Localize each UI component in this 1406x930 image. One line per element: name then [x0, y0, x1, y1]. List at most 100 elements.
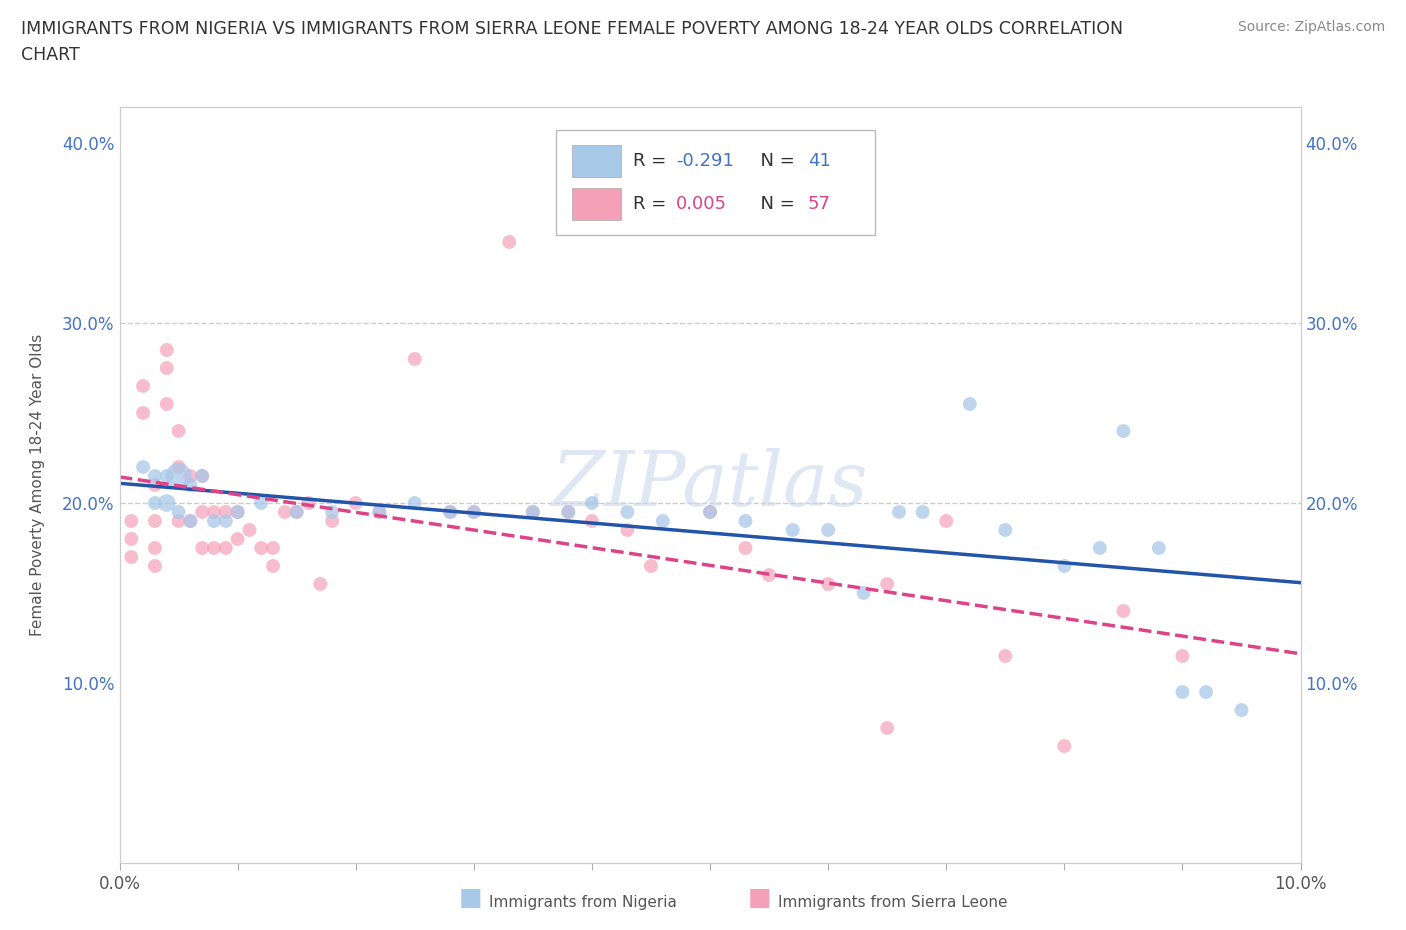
Point — [734, 513, 756, 528]
Point — [321, 505, 343, 520]
Point — [887, 505, 910, 520]
Point — [143, 469, 166, 484]
Point — [132, 405, 155, 420]
Y-axis label: Female Poverty Among 18-24 Year Olds: Female Poverty Among 18-24 Year Olds — [31, 334, 45, 636]
Point — [202, 505, 225, 520]
Point — [179, 513, 201, 528]
Point — [994, 648, 1017, 663]
Point — [581, 513, 603, 528]
Point — [143, 513, 166, 528]
Text: R =: R = — [633, 152, 672, 170]
Point — [734, 540, 756, 555]
Point — [156, 496, 179, 511]
Point — [262, 559, 284, 574]
Point — [191, 469, 214, 484]
Text: Immigrants from Sierra Leone: Immigrants from Sierra Leone — [778, 895, 1007, 910]
Point — [226, 505, 249, 520]
Text: Immigrants from Nigeria: Immigrants from Nigeria — [489, 895, 678, 910]
Point — [959, 396, 981, 411]
Point — [1112, 604, 1135, 618]
Text: 57: 57 — [808, 195, 831, 213]
Text: -0.291: -0.291 — [676, 152, 734, 170]
Text: 0.005: 0.005 — [676, 195, 727, 213]
Point — [226, 505, 249, 520]
Point — [226, 532, 249, 547]
Point — [238, 523, 260, 538]
Point — [1147, 540, 1170, 555]
Point — [651, 513, 673, 528]
Point — [120, 550, 142, 565]
Point — [581, 496, 603, 511]
Point — [167, 459, 190, 474]
Point — [522, 505, 544, 520]
Text: Source: ZipAtlas.com: Source: ZipAtlas.com — [1237, 20, 1385, 34]
Point — [179, 513, 201, 528]
Point — [616, 523, 638, 538]
Point — [1230, 702, 1253, 717]
Point — [852, 586, 875, 601]
Point — [699, 505, 721, 520]
Point — [132, 459, 155, 474]
Point — [1088, 540, 1111, 555]
Point — [215, 505, 238, 520]
Point — [202, 540, 225, 555]
Point — [120, 532, 142, 547]
Point — [1053, 559, 1076, 574]
Point — [202, 513, 225, 528]
Point — [758, 567, 780, 582]
Point — [156, 342, 179, 357]
Point — [167, 513, 190, 528]
Point — [404, 496, 426, 511]
Point — [191, 505, 214, 520]
Point — [404, 352, 426, 366]
Point — [935, 513, 957, 528]
Point — [522, 505, 544, 520]
Point — [215, 513, 238, 528]
Point — [344, 496, 367, 511]
Point — [309, 577, 332, 591]
Point — [191, 469, 214, 484]
Point — [463, 505, 485, 520]
Point — [156, 361, 179, 376]
Point — [1195, 684, 1218, 699]
Point — [285, 505, 308, 520]
Point — [132, 379, 155, 393]
Point — [616, 505, 638, 520]
Point — [156, 469, 179, 484]
FancyBboxPatch shape — [572, 145, 621, 177]
Point — [439, 505, 461, 520]
Point — [179, 478, 201, 493]
Point — [321, 513, 343, 528]
Point — [876, 721, 898, 736]
Point — [167, 469, 190, 484]
Point — [262, 540, 284, 555]
Text: CHART: CHART — [21, 46, 80, 64]
Text: ■: ■ — [460, 885, 482, 910]
Point — [167, 505, 190, 520]
Point — [463, 505, 485, 520]
Point — [120, 513, 142, 528]
Point — [439, 505, 461, 520]
Text: R =: R = — [633, 195, 672, 213]
Point — [782, 523, 804, 538]
Point — [1053, 738, 1076, 753]
Point — [274, 505, 297, 520]
Point — [143, 540, 166, 555]
Text: ■: ■ — [748, 885, 770, 910]
Point — [167, 423, 190, 438]
Text: ZIPatlas: ZIPatlas — [551, 448, 869, 522]
Point — [498, 234, 520, 249]
Point — [557, 505, 579, 520]
Point — [250, 496, 273, 511]
Text: IMMIGRANTS FROM NIGERIA VS IMMIGRANTS FROM SIERRA LEONE FEMALE POVERTY AMONG 18-: IMMIGRANTS FROM NIGERIA VS IMMIGRANTS FR… — [21, 20, 1123, 38]
Point — [250, 540, 273, 555]
Point — [911, 505, 934, 520]
Point — [215, 540, 238, 555]
Point — [143, 478, 166, 493]
Point — [368, 505, 391, 520]
FancyBboxPatch shape — [557, 129, 876, 235]
FancyBboxPatch shape — [572, 188, 621, 220]
Point — [143, 496, 166, 511]
Point — [285, 505, 308, 520]
Point — [557, 505, 579, 520]
